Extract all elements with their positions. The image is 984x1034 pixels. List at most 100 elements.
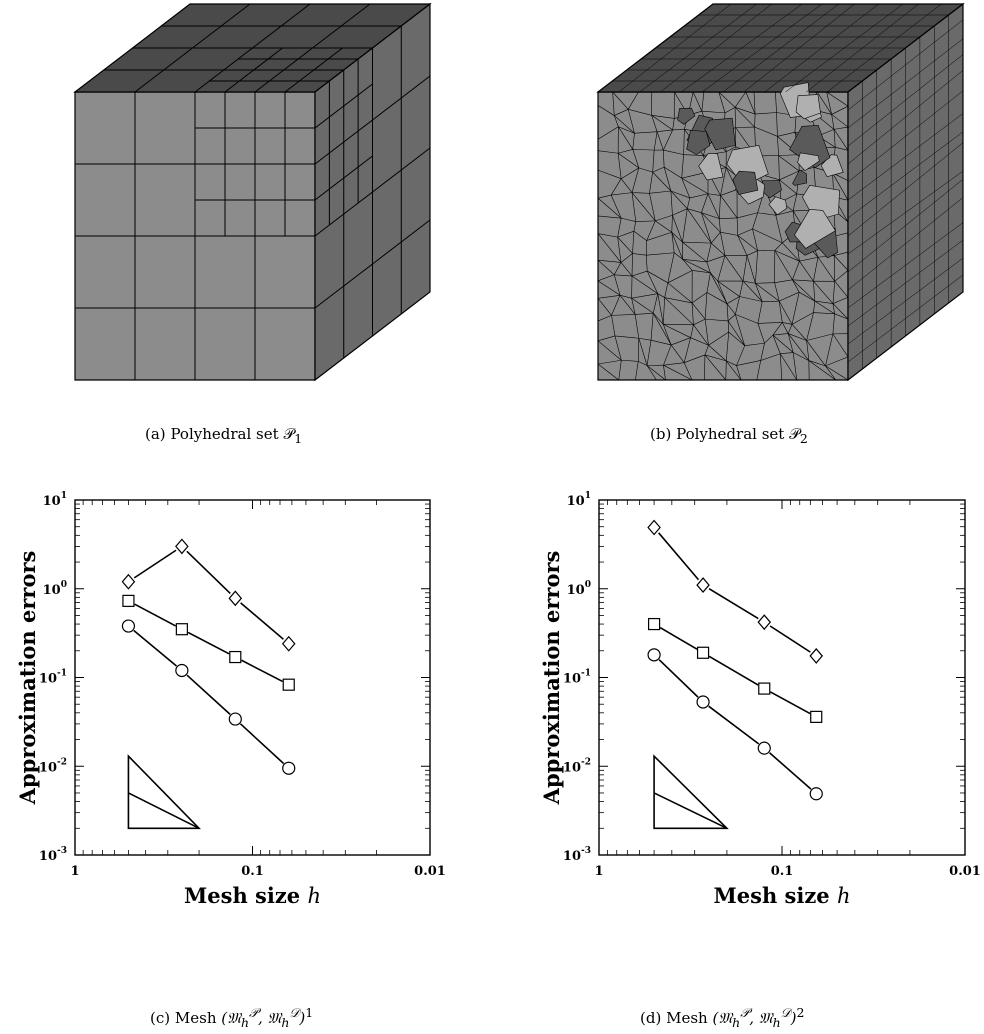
cube-b-mesh-edge bbox=[681, 178, 691, 199]
cube-b-mesh-edge bbox=[613, 274, 621, 296]
cube-b-cell bbox=[797, 152, 820, 172]
marker-circle bbox=[175, 663, 189, 678]
cube-b-mesh-edge bbox=[631, 275, 658, 294]
cube-b-mesh-edge bbox=[663, 149, 684, 155]
cube-b-mesh-edge bbox=[610, 194, 622, 219]
cube-b-mesh-edge bbox=[778, 154, 800, 156]
cube-b-mesh-edge bbox=[638, 337, 652, 341]
cube-b-mesh-edge bbox=[597, 150, 619, 154]
cube-b-mesh-edge bbox=[620, 253, 633, 263]
cube-b-mesh-edge bbox=[825, 365, 837, 381]
cube-b-mesh-edge bbox=[662, 324, 672, 346]
cube-b-mesh-edge bbox=[718, 195, 721, 219]
cube-b-mesh-edge bbox=[755, 283, 763, 302]
marker-diamond bbox=[757, 614, 772, 631]
marker-circle bbox=[647, 648, 661, 662]
cube-b-mesh-edge bbox=[611, 192, 633, 196]
cube-b-mesh-edge bbox=[704, 354, 727, 381]
cube-b-mesh-edge bbox=[833, 129, 836, 148]
cube-b-right-edge bbox=[847, 70, 964, 165]
caption-b-text: Polyhedral set bbox=[676, 425, 785, 443]
cube-b-mesh-edge bbox=[704, 345, 709, 356]
cube-b-mesh-edge bbox=[693, 324, 709, 346]
cube-b-mesh-edge bbox=[618, 126, 633, 150]
cube-b-mesh-edge bbox=[781, 322, 789, 334]
cube-b-mesh-edge bbox=[717, 280, 740, 297]
cube-b-right-edge bbox=[847, 19, 964, 111]
cube-b-mesh-edge bbox=[618, 126, 635, 134]
y-tick-label: 100 bbox=[43, 580, 67, 598]
cube-b-mesh-edge bbox=[663, 166, 682, 179]
cube-b-mesh-edge bbox=[663, 129, 673, 151]
cube-b-mesh-edge bbox=[650, 313, 654, 341]
cube-b-mesh-edge bbox=[635, 312, 654, 315]
cube-b-mesh-edge bbox=[726, 296, 740, 304]
cube-b-right-edge bbox=[847, 170, 964, 255]
cube-b-mesh-edge bbox=[735, 314, 759, 324]
cube-b-mesh-edge bbox=[706, 272, 711, 293]
marker-diamond bbox=[175, 538, 189, 555]
cube-b-mesh-edge bbox=[633, 221, 637, 232]
cube-b-mesh-edge bbox=[831, 114, 849, 128]
x-tick-label: 0.1 bbox=[771, 864, 794, 879]
cube-b-mesh-edge bbox=[775, 91, 777, 113]
cube-b-mesh-edge bbox=[662, 297, 665, 325]
cube-b-mesh-edge bbox=[726, 360, 737, 366]
cube-b-mesh-edge bbox=[670, 344, 685, 363]
cube-b-mesh-edge bbox=[692, 91, 703, 112]
x-tick-label: 0.01 bbox=[949, 864, 981, 879]
marker-circle bbox=[228, 712, 242, 726]
cube-b-mesh-edge bbox=[620, 167, 639, 179]
cube-b-mesh-edge bbox=[834, 251, 849, 256]
y-tick-label: 10-3 bbox=[39, 846, 67, 864]
cube-b-mesh-edge bbox=[706, 261, 711, 273]
cube-b-mesh-edge bbox=[682, 259, 693, 271]
cube-b-mesh-edge bbox=[736, 217, 738, 236]
cube-b-cell bbox=[795, 94, 821, 120]
cube-b-mesh-edge bbox=[834, 281, 849, 298]
cube-b-mesh-edge bbox=[739, 296, 763, 302]
cube-b-mesh-edge bbox=[621, 359, 639, 362]
cube-b-mesh-edge bbox=[753, 91, 756, 115]
cube-b-mesh-edge bbox=[726, 146, 736, 152]
cube-b-mesh-edge bbox=[782, 242, 800, 262]
cube-b-mesh-edge bbox=[632, 149, 640, 168]
cube-b-cell bbox=[789, 125, 831, 169]
cube-b-mesh-edge bbox=[737, 212, 758, 219]
cube-b-mesh-edge bbox=[689, 193, 709, 199]
marker-square bbox=[282, 678, 295, 691]
cube-b-mesh-edge bbox=[631, 270, 648, 277]
cube-b-mesh-edge bbox=[774, 279, 793, 283]
cube-b-mesh-edge bbox=[597, 280, 621, 296]
y-tick-label: 10-1 bbox=[563, 669, 591, 687]
cube-b-mesh-edge bbox=[787, 333, 794, 353]
cube-b-mesh-edge bbox=[664, 282, 669, 298]
cube-b-mesh-edge bbox=[792, 352, 798, 381]
cube-b-mesh-edge bbox=[833, 129, 849, 151]
cube-b-mesh-edge bbox=[832, 333, 849, 358]
cube-b-mesh-edge bbox=[739, 281, 744, 297]
series-line-square bbox=[134, 603, 177, 627]
cube-b-mesh-edge bbox=[793, 352, 809, 361]
cube-b-mesh-edge bbox=[777, 136, 779, 156]
cube-b-mesh-edge bbox=[825, 356, 849, 367]
cube-b-mesh-edge bbox=[663, 323, 694, 326]
cube-b-mesh-edge bbox=[711, 242, 726, 256]
x-tick-label: 1 bbox=[70, 864, 79, 879]
cube-b-mesh-edge bbox=[597, 335, 616, 342]
cube-b-mesh-edge bbox=[778, 155, 780, 180]
cube-b-mesh-edge bbox=[710, 272, 728, 304]
cube-b-mesh-edge bbox=[772, 334, 794, 353]
cube-b-right-edge bbox=[847, 38, 964, 129]
cube-b-mesh-edge bbox=[798, 291, 815, 302]
cube-b-mesh-edge bbox=[597, 169, 622, 179]
cube-b-mesh-edge bbox=[791, 324, 807, 341]
cube-b-cell bbox=[794, 209, 836, 249]
cube-b-mesh-edge bbox=[597, 274, 615, 282]
cube-b-mesh-edge bbox=[707, 193, 721, 196]
cube-b-mesh-edge bbox=[667, 270, 693, 284]
cube-b-mesh-edge bbox=[835, 146, 849, 151]
series-line-circle bbox=[186, 674, 231, 715]
cube-b-mesh-edge bbox=[704, 292, 708, 320]
cube-b-mesh-edge bbox=[752, 212, 758, 229]
